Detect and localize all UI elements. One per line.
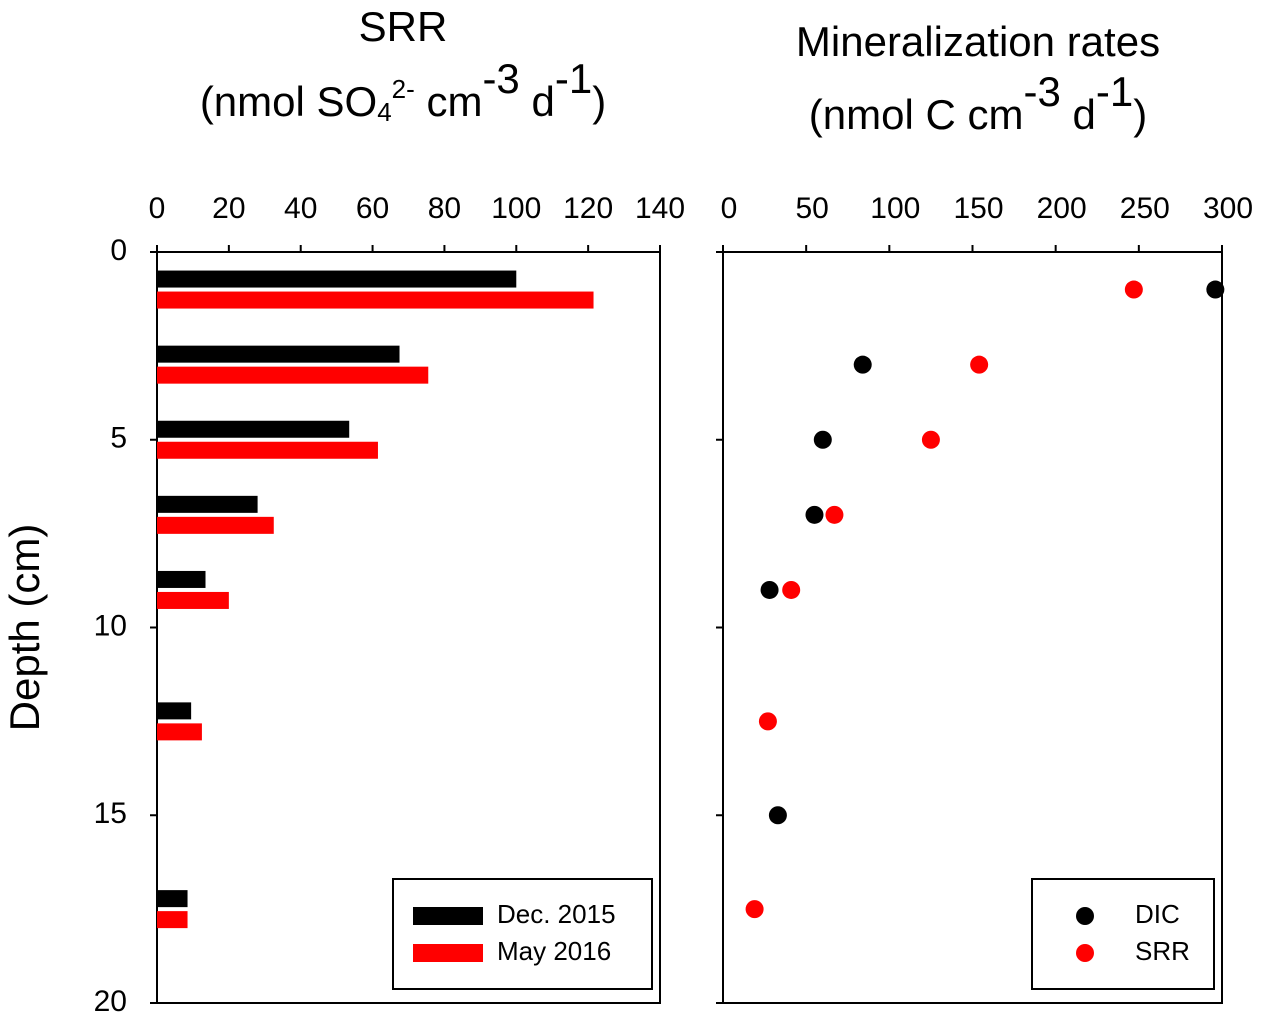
legend-marker <box>1076 907 1094 925</box>
bar <box>157 291 594 309</box>
bar <box>157 345 400 363</box>
legend-swatch <box>413 907 483 925</box>
point <box>805 505 824 524</box>
subtitle-part: cm <box>415 78 483 125</box>
point <box>853 355 872 374</box>
bar <box>157 495 258 513</box>
bar <box>157 441 378 459</box>
chart-title: SRR <box>359 3 448 50</box>
legend-label: Dec. 2015 <box>497 899 616 929</box>
y-tick-label: 10 <box>94 609 127 642</box>
point <box>745 900 764 919</box>
point <box>758 712 777 731</box>
legend-label: May 2016 <box>497 936 611 966</box>
y-tick-label: 5 <box>110 422 127 455</box>
x-tick-label: 250 <box>1120 192 1170 225</box>
legend-label: DIC <box>1135 899 1180 929</box>
x-tick-label: 20 <box>212 192 245 225</box>
x-tick-label: 120 <box>563 192 613 225</box>
x-tick-label: 60 <box>356 192 389 225</box>
bar <box>157 702 192 720</box>
y-tick-label: 15 <box>94 797 127 830</box>
chart-subtitle: (nmol SO42- cm-3 d-1) <box>200 55 606 127</box>
legend-marker <box>1076 944 1094 962</box>
bar <box>157 591 229 609</box>
legend-swatch <box>413 944 483 962</box>
point <box>970 355 989 374</box>
bar <box>157 723 202 741</box>
bar <box>157 570 206 588</box>
subtitle-part: (nmol C cm <box>809 91 1024 138</box>
bar <box>157 270 517 288</box>
point <box>1124 280 1143 299</box>
y-axis-label: Depth (cm) <box>1 524 48 732</box>
point <box>782 580 801 599</box>
x-tick-label: 140 <box>635 192 685 225</box>
point <box>760 580 779 599</box>
x-tick-label: 300 <box>1203 192 1253 225</box>
bar <box>157 911 188 929</box>
bar <box>157 420 350 438</box>
subtitle-part: ) <box>592 78 606 125</box>
x-tick-label: 0 <box>721 192 738 225</box>
x-tick-label: 100 <box>491 192 541 225</box>
bar <box>157 366 429 384</box>
legend-label: SRR <box>1135 936 1190 966</box>
subtitle-part: ) <box>1133 91 1147 138</box>
subtitle-part: d <box>1061 91 1096 138</box>
x-tick-label: 40 <box>284 192 317 225</box>
chart-subtitle: (nmol C cm-3 d-1) <box>809 68 1147 138</box>
subtitle-part: -1 <box>555 55 592 102</box>
subtitle-part: d <box>520 78 555 125</box>
legend-box <box>1031 878 1215 990</box>
x-tick-label: 0 <box>149 192 166 225</box>
point <box>825 505 844 524</box>
bar <box>157 516 274 534</box>
point <box>921 430 940 449</box>
y-tick-label: 20 <box>94 985 127 1018</box>
subtitle-part: -1 <box>1096 68 1133 115</box>
subtitle-part: (nmol SO <box>200 78 377 125</box>
chart-title: Mineralization rates <box>796 18 1160 65</box>
subtitle-part: -3 <box>1023 68 1060 115</box>
y-tick-label: 0 <box>110 234 127 267</box>
subtitle-part: 2- <box>392 74 415 104</box>
x-tick-label: 200 <box>1037 192 1087 225</box>
point <box>1206 280 1225 299</box>
point <box>813 430 832 449</box>
point <box>768 806 787 825</box>
x-tick-label: 80 <box>428 192 461 225</box>
x-tick-label: 50 <box>795 192 828 225</box>
subtitle-part: 4 <box>377 97 391 127</box>
x-tick-label: 150 <box>953 192 1003 225</box>
subtitle-part: -3 <box>482 55 519 102</box>
bar <box>157 890 188 908</box>
x-tick-label: 100 <box>870 192 920 225</box>
legend-box <box>392 878 653 990</box>
